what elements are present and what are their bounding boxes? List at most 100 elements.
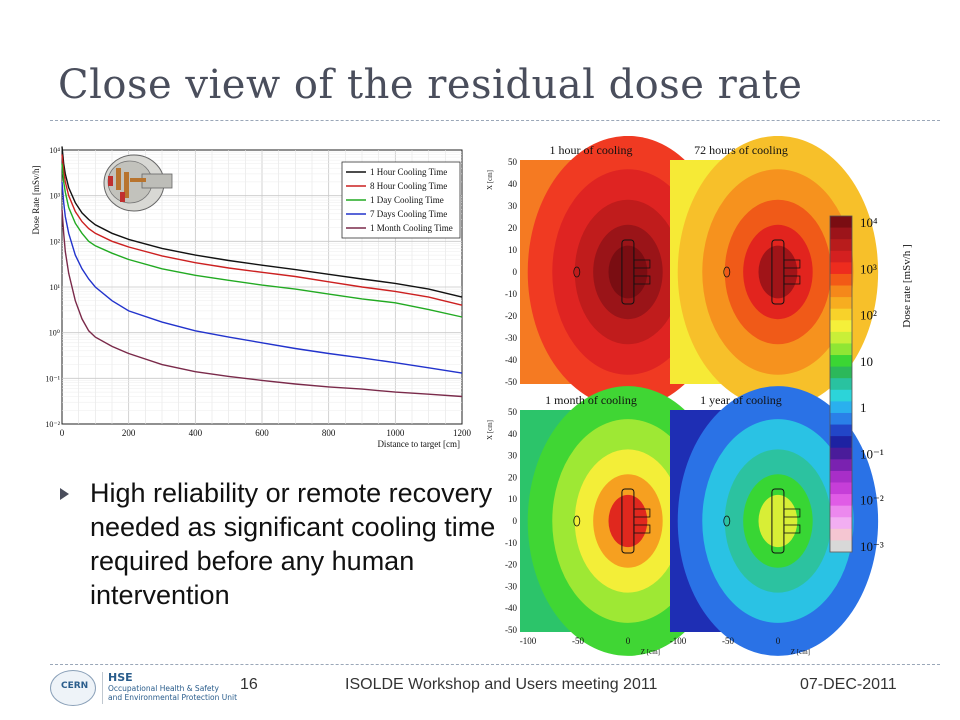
colorbar-swatch bbox=[830, 355, 852, 368]
x-axis-label: Distance to target [cm] bbox=[377, 439, 460, 449]
target-outline bbox=[633, 275, 651, 285]
colorbar-swatch bbox=[830, 320, 852, 333]
target-outline bbox=[771, 488, 785, 554]
logo-separator bbox=[102, 672, 103, 704]
page-number: 16 bbox=[240, 676, 258, 693]
colorbar-swatch bbox=[830, 540, 852, 553]
colorbar-swatch bbox=[830, 216, 852, 228]
legend-label-4: 1 Month Cooling Time bbox=[370, 223, 453, 233]
heatmap-y-tick: -20 bbox=[505, 560, 517, 570]
heatmap-contour bbox=[608, 494, 648, 548]
logo-subtitle-line1: Occupational Health & Safety bbox=[108, 684, 219, 693]
heatmap-x-tick: -50 bbox=[572, 636, 584, 646]
target-rod bbox=[116, 168, 121, 190]
heatmap-y-tick: 50 bbox=[508, 407, 518, 417]
heatmap-contour bbox=[608, 245, 648, 299]
x-tick-label: 800 bbox=[322, 428, 336, 438]
x-tick-label: 0 bbox=[60, 428, 65, 438]
heatmap-y-tick: -40 bbox=[505, 603, 517, 613]
footer-divider bbox=[50, 664, 940, 665]
y-tick-label: 10¹ bbox=[50, 283, 61, 292]
heatmap-y-tick: 30 bbox=[508, 451, 518, 461]
target-rod bbox=[124, 172, 129, 198]
series-line-3 bbox=[61, 181, 463, 374]
colorbar-swatch bbox=[830, 482, 852, 495]
footer-event: ISOLDE Workshop and Users meeting 2011 bbox=[345, 676, 658, 693]
bullet-triangle-icon bbox=[60, 488, 69, 500]
cern-logo-text: CERN bbox=[61, 681, 89, 691]
footer-date: 07-DEC-2011 bbox=[800, 676, 897, 693]
x-tick-label: 1000 bbox=[386, 428, 405, 438]
y-tick-label: 10⁻¹ bbox=[45, 374, 60, 383]
heatmap-title-3: 1 year of cooling bbox=[700, 393, 782, 407]
colorbar-swatch bbox=[830, 378, 852, 391]
series-line-4 bbox=[61, 209, 463, 398]
target-outline bbox=[633, 259, 651, 269]
heatmap-title-1: 72 hours of cooling bbox=[694, 143, 788, 157]
bullet-text: High reliability or remote recovery need… bbox=[90, 478, 496, 610]
title-divider bbox=[50, 120, 940, 121]
beam-dump-outline bbox=[573, 266, 581, 278]
beam-dump-outline bbox=[573, 515, 581, 527]
heatmap-contour bbox=[758, 494, 798, 548]
heatmap-x-tick: -100 bbox=[670, 636, 687, 646]
target-outline bbox=[783, 524, 801, 534]
series-line-0 bbox=[61, 146, 463, 298]
colorbar-swatch bbox=[830, 528, 852, 541]
target-outline bbox=[771, 239, 785, 305]
x-tick-label: 1200 bbox=[453, 428, 472, 438]
heatmap-y-tick: 40 bbox=[508, 429, 518, 439]
y-tick-label: 10³ bbox=[50, 192, 61, 201]
y-tick-label: 10⁴ bbox=[49, 146, 60, 155]
colorbar-tick-label: 10³ bbox=[860, 261, 877, 276]
dose-rate-line-chart: 0 200 400 600 800 1000 1200 10⁻² 10⁻¹ 10⁰ 10¹ 10² 10… bbox=[31, 146, 472, 449]
y-tick-label: 10⁻² bbox=[45, 420, 60, 429]
colorbar-tick-label: 1 bbox=[860, 400, 867, 415]
heatmap-x-tick: -100 bbox=[520, 636, 537, 646]
heatmap-y-tick: -10 bbox=[505, 289, 517, 299]
beam-dump-outline bbox=[723, 266, 731, 278]
series-line-1 bbox=[61, 154, 463, 306]
colorbar-swatch bbox=[830, 366, 852, 379]
colorbar-swatch bbox=[830, 250, 852, 263]
heatmap-y-tick: -30 bbox=[505, 333, 517, 343]
colorbar-swatch bbox=[830, 401, 852, 414]
heatmap-y-tick: 0 bbox=[513, 516, 518, 526]
target-rod bbox=[130, 178, 146, 182]
dose-rate-heatmaps: 1 hour of cooling 72 hours of cooling 1 mo… bbox=[486, 136, 913, 656]
colorbar-swatch bbox=[830, 297, 852, 310]
heatmap-title-0: 1 hour of cooling bbox=[550, 143, 633, 157]
target-outline bbox=[621, 488, 635, 554]
colorbar-swatch bbox=[830, 412, 852, 425]
colorbar-tick-label: 10⁻² bbox=[860, 493, 884, 508]
heatmap-y-tick: -50 bbox=[505, 377, 517, 387]
target-illustration bbox=[103, 154, 173, 212]
colorbar-frame bbox=[829, 215, 853, 553]
heatmap-x-tick: 0 bbox=[626, 636, 631, 646]
colorbar-swatch bbox=[830, 436, 852, 449]
colorbar-swatch bbox=[830, 273, 852, 286]
target-outline bbox=[621, 239, 635, 305]
target-tube bbox=[141, 173, 173, 189]
target-marker bbox=[120, 192, 125, 202]
slide-title: Close view of the residual dose rate bbox=[58, 62, 803, 108]
heatmap-x-tick: 0 bbox=[776, 636, 781, 646]
colorbar-swatch bbox=[830, 239, 852, 252]
colorbar-swatch bbox=[830, 447, 852, 460]
target-outline bbox=[783, 259, 801, 269]
colorbar-swatch bbox=[830, 262, 852, 275]
colorbar-swatch bbox=[830, 459, 852, 472]
colorbar-swatch bbox=[830, 308, 852, 321]
heatmap-contour bbox=[758, 245, 798, 299]
heatmap-y-tick: -10 bbox=[505, 538, 517, 548]
target-outline bbox=[633, 524, 651, 534]
heatmap-x-label: Z [cm] bbox=[641, 648, 660, 656]
heatmap-x-label: Z [cm] bbox=[791, 648, 810, 656]
series-line-2 bbox=[61, 163, 463, 318]
colorbar-swatch bbox=[830, 227, 852, 240]
heatmap-y-tick: 0 bbox=[513, 267, 518, 277]
target-outline bbox=[633, 508, 651, 518]
y-tick-label: 10² bbox=[50, 237, 61, 246]
colorbar-label: Dose rate [mSv/h ] bbox=[901, 244, 913, 327]
heatmap-y-tick: 10 bbox=[508, 494, 518, 504]
